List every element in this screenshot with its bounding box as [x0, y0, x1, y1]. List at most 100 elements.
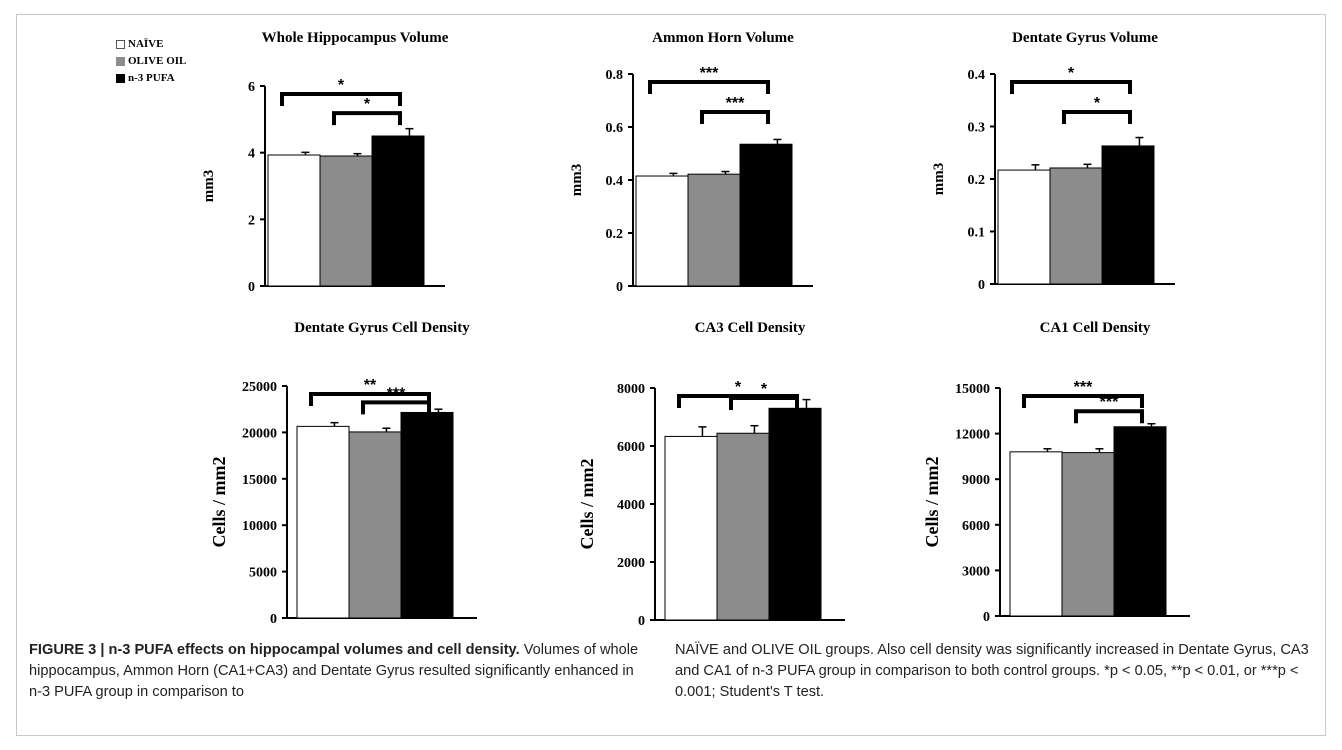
significance-label: *: [1094, 95, 1101, 112]
y-tick-label: 0: [616, 280, 623, 295]
significance-bracket: [309, 392, 431, 406]
legend-label-naive: NAÏVE: [128, 38, 164, 50]
significance-label: *: [761, 381, 768, 398]
chart-title: CA1 Cell Density: [1040, 320, 1151, 336]
significance-bracket: [1062, 110, 1132, 124]
y-tick-label: 0.2: [606, 227, 624, 242]
significance-label: *: [735, 379, 742, 396]
chart-svg: Dentate Gyrus Volume mm3 0 0.1 0.2 0.3 0.4 * *: [931, 30, 1175, 293]
chart-svg: CA3 Cell Density Cells / mm2 0 2000 4000 6000…: [577, 320, 845, 629]
bar-na-ve: [997, 169, 1051, 285]
y-axis-label: mm3: [201, 170, 217, 203]
chart-svg: Whole Hippocampus Volume mm3 0 2 4 6 * *: [201, 30, 449, 295]
significance-bracket: [700, 110, 770, 124]
legend-swatch-naive: [116, 40, 125, 49]
y-tick-label: 15000: [955, 382, 990, 397]
y-tick-label: 0.1: [968, 226, 986, 241]
significance-bracket: [280, 92, 402, 106]
bar-n-3-pufa: [1113, 426, 1167, 617]
y-tick-label: 0: [270, 612, 277, 627]
bar-olive-oil: [1049, 167, 1103, 285]
y-tick-label: 5000: [249, 566, 277, 581]
caption-lead: FIGURE 3 | n-3 PUFA effects on hippocamp…: [29, 642, 520, 658]
significance-bracket: [648, 80, 770, 94]
caption-column-1: FIGURE 3 | n-3 PUFA effects on hippocamp…: [29, 640, 641, 703]
y-tick-label: 0.3: [968, 121, 986, 136]
y-tick-label: 4: [248, 147, 255, 162]
bar-na-ve: [664, 435, 718, 621]
y-tick-label: 0.6: [606, 121, 624, 136]
y-tick-label: 20000: [242, 426, 277, 441]
bar-n-3-pufa: [400, 411, 454, 619]
y-axis-label: Cells / mm2: [922, 457, 942, 548]
bar-olive-oil: [348, 431, 402, 619]
significance-bracket: [1010, 80, 1132, 94]
bar-olive-oil: [319, 155, 373, 287]
caption-text-1: Volumes of whole hippocampus, Ammon Horn…: [29, 642, 639, 700]
y-tick-label: 0: [983, 610, 990, 625]
bar-na-ve: [635, 175, 689, 287]
legend: NAÏVE OLIVE OIL n-3 PUFA: [116, 36, 186, 87]
legend-swatch-n3-pufa: [116, 74, 125, 83]
y-tick-label: 0: [248, 280, 255, 295]
y-tick-label: 0: [638, 614, 645, 629]
bar-olive-oil: [1061, 452, 1115, 617]
chart-dentate-gyrus-cell-density: Dentate Gyrus Cell Density Cells / mm2 0 50…: [192, 308, 512, 638]
y-tick-label: 0: [978, 278, 985, 293]
y-tick-label: 8000: [617, 382, 645, 397]
chart-ca1-cell-density: CA1 Cell Density Cells / mm2 0 3000 6000 9000…: [910, 308, 1230, 638]
y-tick-label: 0.8: [606, 68, 624, 83]
bar-na-ve: [296, 425, 350, 619]
y-tick-label: 3000: [962, 564, 990, 579]
figure-caption: FIGURE 3 | n-3 PUFA effects on hippocamp…: [29, 640, 1317, 703]
bar-n-3-pufa: [739, 143, 793, 287]
chart-title: Dentate Gyrus Volume: [1012, 30, 1158, 46]
chart-svg: Dentate Gyrus Cell Density Cells / mm2 0 50…: [209, 320, 477, 627]
significance-bracket: [361, 400, 431, 415]
chart-svg: Ammon Horn Volume mm3 0 0.2 0.4 0.6 0.8 *** ***: [569, 30, 813, 295]
chart-title: Ammon Horn Volume: [652, 30, 794, 46]
y-axis-label: Cells / mm2: [577, 459, 597, 550]
bar-olive-oil: [716, 432, 770, 621]
y-tick-label: 6000: [617, 440, 645, 455]
bar-olive-oil: [687, 173, 741, 287]
chart-whole-hippocampus-volume: Whole Hippocampus Volume mm3 0 2 4 6 * *: [180, 22, 470, 302]
legend-item-n3-pufa: n-3 PUFA: [116, 70, 186, 87]
chart-ammon-horn-volume: Ammon Horn Volume mm3 0 0.2 0.4 0.6 0.8 *** ***: [548, 22, 838, 302]
y-tick-label: 6000: [962, 519, 990, 534]
bar-na-ve: [1009, 451, 1063, 617]
significance-bracket: [729, 395, 799, 410]
y-axis-label: Cells / mm2: [209, 457, 229, 548]
y-tick-label: 0.2: [968, 173, 986, 188]
significance-bracket: [332, 111, 402, 126]
chart-title: Dentate Gyrus Cell Density: [294, 320, 470, 336]
significance-label: **: [364, 377, 377, 394]
chart-title: Whole Hippocampus Volume: [262, 30, 449, 46]
y-tick-label: 0.4: [606, 174, 624, 189]
y-tick-label: 9000: [962, 473, 990, 488]
y-tick-label: 2: [248, 213, 255, 228]
legend-item-olive-oil: OLIVE OIL: [116, 53, 186, 70]
chart-title: CA3 Cell Density: [695, 320, 806, 336]
y-axis-label: mm3: [569, 164, 585, 197]
caption-column-2: NAÏVE and OLIVE OIL groups. Also cell de…: [675, 640, 1315, 703]
significance-label: ***: [1074, 379, 1093, 396]
significance-label: *: [364, 96, 371, 113]
bar-na-ve: [267, 154, 321, 287]
chart-dentate-gyrus-volume: Dentate Gyrus Volume mm3 0 0.1 0.2 0.3 0.4 * *: [910, 22, 1200, 302]
significance-bracket: [1022, 394, 1144, 408]
significance-label: ***: [1100, 394, 1119, 411]
legend-label-olive-oil: OLIVE OIL: [128, 55, 187, 67]
legend-label-n3-pufa: n-3 PUFA: [128, 72, 175, 84]
chart-svg: CA1 Cell Density Cells / mm2 0 3000 6000 9000…: [922, 320, 1190, 625]
significance-label: *: [1068, 65, 1075, 82]
bar-n-3-pufa: [371, 135, 425, 287]
caption-text-2: NAÏVE and OLIVE OIL groups. Also cell de…: [675, 642, 1309, 700]
y-tick-label: 6: [248, 80, 255, 95]
figure-frame: [16, 14, 1326, 736]
y-axis-label: mm3: [931, 163, 947, 196]
significance-bracket: [1074, 409, 1144, 424]
y-tick-label: 12000: [955, 428, 990, 443]
y-tick-label: 15000: [242, 473, 277, 488]
significance-label: ***: [700, 65, 719, 82]
